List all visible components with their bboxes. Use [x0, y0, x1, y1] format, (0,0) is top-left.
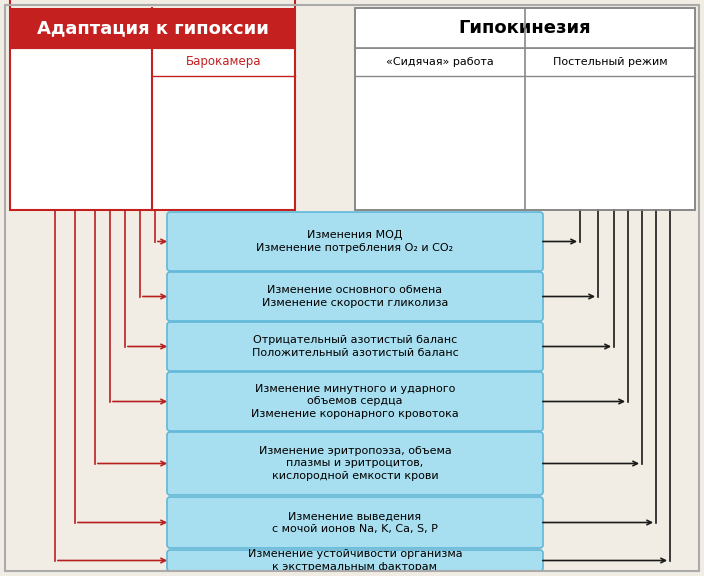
FancyBboxPatch shape	[167, 322, 543, 371]
FancyBboxPatch shape	[355, 8, 695, 48]
Text: Гипокинезия: Гипокинезия	[459, 19, 591, 37]
Text: Изменение устойчивости организма
к экстремальным факторам: Изменение устойчивости организма к экстр…	[248, 550, 463, 572]
Text: Адаптация к гипоксии: Адаптация к гипоксии	[37, 19, 268, 37]
Text: Изменения МОД
Изменение потребления О₂ и СО₂: Изменения МОД Изменение потребления О₂ и…	[256, 230, 453, 253]
FancyBboxPatch shape	[167, 550, 543, 571]
Text: Изменение минутного и ударного
объемов сердца
Изменение коронарного кровотока: Изменение минутного и ударного объемов с…	[251, 384, 459, 419]
Text: Изменение эритропоэза, объема
плазмы и эритроцитов,
кислородной емкости крови: Изменение эритропоэза, объема плазмы и э…	[258, 446, 451, 481]
Text: Изменение основного обмена
Изменение скорости гликолиза: Изменение основного обмена Изменение ско…	[262, 285, 448, 308]
FancyBboxPatch shape	[167, 272, 543, 321]
Text: Отрицательный азотистый баланс
Положительный азотистый баланс: Отрицательный азотистый баланс Положител…	[251, 335, 458, 358]
Text: Изменение выведения
с мочой ионов Na, K, Ca, S, P: Изменение выведения с мочой ионов Na, K,…	[272, 511, 438, 534]
FancyBboxPatch shape	[167, 497, 543, 548]
FancyBboxPatch shape	[10, 8, 295, 48]
FancyBboxPatch shape	[167, 372, 543, 431]
FancyBboxPatch shape	[167, 432, 543, 495]
Text: «Сидячая» работа: «Сидячая» работа	[386, 57, 494, 67]
Text: Постельный режим: Постельный режим	[553, 57, 667, 67]
FancyBboxPatch shape	[167, 212, 543, 271]
FancyBboxPatch shape	[355, 48, 695, 210]
Text: Барокамера: Барокамера	[186, 55, 261, 69]
FancyBboxPatch shape	[10, 48, 295, 210]
